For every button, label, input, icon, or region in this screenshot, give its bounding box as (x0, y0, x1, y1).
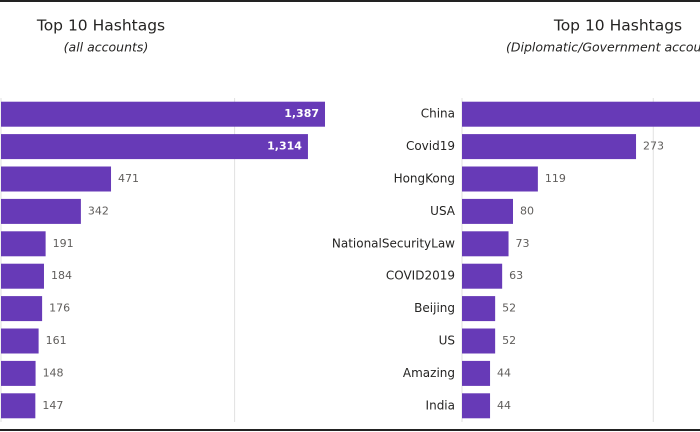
bar (1, 134, 308, 160)
value-label: 44 (497, 399, 511, 412)
bar (462, 231, 509, 257)
bar (462, 134, 637, 160)
value-label: 147 (42, 399, 63, 412)
chart-title: Top 10 Hashtags (553, 17, 682, 35)
bar (462, 101, 700, 127)
bar (462, 328, 496, 354)
bar (1, 360, 36, 386)
value-label: 44 (497, 366, 511, 379)
bar (1, 328, 39, 354)
value-label: 1,314 (267, 140, 302, 153)
bar (1, 166, 112, 192)
bar (1, 296, 43, 322)
bar (1, 101, 326, 127)
value-label: 471 (118, 172, 139, 185)
value-label: 176 (49, 302, 70, 315)
bar (1, 231, 46, 257)
value-label: 342 (88, 204, 109, 217)
bar (462, 198, 513, 224)
bar (462, 393, 491, 419)
category-label: US (439, 334, 455, 348)
category-label: HongKong (394, 172, 455, 186)
category-label: Beijing (414, 301, 455, 315)
category-label: China (421, 107, 455, 121)
category-label: COVID2019 (386, 269, 455, 283)
chart-subtitle: (Diplomatic/Government accounts) (506, 40, 700, 55)
category-label: Amazing (403, 366, 455, 380)
value-label: 1,387 (284, 107, 319, 120)
chart-subtitle: (all accounts) (64, 40, 149, 55)
value-label: 148 (43, 366, 64, 379)
bar (462, 296, 496, 322)
value-label: 184 (51, 269, 72, 282)
chart-title: Top 10 Hashtags (36, 17, 165, 35)
category-label: USA (430, 204, 456, 218)
category-label: India (426, 398, 455, 412)
value-label: 63 (509, 269, 523, 282)
value-label: 191 (53, 237, 74, 250)
value-label: 73 (516, 237, 530, 250)
bar (462, 263, 503, 289)
value-label: 52 (502, 302, 516, 315)
bar (1, 393, 36, 419)
value-label: 52 (502, 334, 516, 347)
bar (462, 360, 491, 386)
value-label: 80 (520, 204, 534, 217)
value-label: 273 (643, 140, 664, 153)
bar (1, 198, 81, 224)
bar (462, 166, 538, 192)
category-label: NationalSecurityLaw (332, 236, 455, 250)
bar (1, 263, 44, 289)
value-label: 161 (46, 334, 67, 347)
category-label: Covid19 (406, 139, 455, 153)
value-label: 119 (545, 172, 566, 185)
